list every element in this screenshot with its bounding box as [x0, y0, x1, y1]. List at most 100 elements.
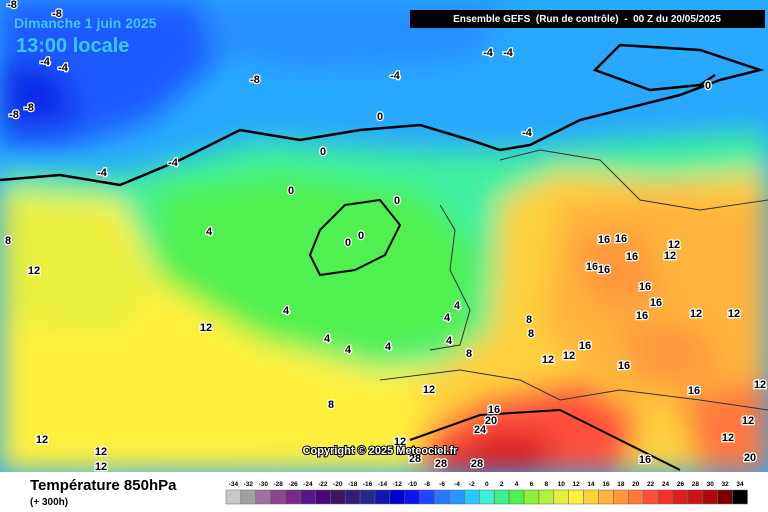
scale-swatch	[270, 489, 286, 505]
contour-label: 16	[688, 385, 700, 397]
scale-swatch	[359, 489, 376, 505]
contour-label: 0	[705, 80, 711, 92]
scale-swatch	[344, 489, 361, 505]
scale-label: 14	[587, 481, 595, 488]
contour-label: 12	[28, 265, 40, 277]
contour-label: 0	[394, 195, 400, 207]
scale-swatch	[449, 489, 465, 505]
contour-label: 28	[435, 458, 447, 470]
scale-swatch	[240, 489, 257, 505]
contour-label: -8	[7, 0, 17, 11]
scale-label: 18	[617, 481, 625, 488]
scale-swatch	[434, 489, 450, 505]
contour-label: 4	[345, 344, 352, 356]
contour-label: 16	[650, 297, 662, 309]
scale-label: -18	[348, 481, 358, 488]
contour-label: -4	[97, 167, 108, 179]
scale-swatch	[732, 489, 748, 505]
contour-label: -4	[40, 56, 51, 68]
scale-swatch	[568, 489, 584, 505]
scale-swatch	[583, 489, 599, 505]
model-box	[410, 10, 765, 28]
contour-label: 8	[526, 314, 532, 326]
contour-label: 8	[466, 348, 472, 360]
contour-label: 16	[639, 281, 651, 293]
contour-label: 20	[485, 415, 497, 427]
scale-label: -16	[363, 481, 373, 488]
scale-swatch	[493, 489, 510, 505]
scale-swatch	[523, 489, 540, 505]
copyright: Copyright © 2025 Meteociel.fr	[303, 445, 459, 457]
scale-swatch	[642, 489, 659, 505]
scale-label: 6	[530, 481, 534, 488]
contour-label: 16	[488, 404, 500, 416]
scale-label: 34	[736, 481, 744, 488]
contour-label: 24	[474, 424, 487, 436]
scale-label: 26	[677, 481, 685, 488]
contour-label: 20	[744, 452, 756, 464]
scale-swatch	[330, 489, 346, 505]
scale-swatch	[419, 489, 435, 505]
footer-title: Température 850hPa	[30, 477, 177, 494]
contour-label: 4	[385, 341, 392, 353]
contour-label: 0	[288, 185, 294, 197]
contour-label: 16	[639, 454, 651, 466]
contour-label: 4	[444, 312, 451, 324]
contour-label: 4	[454, 300, 461, 312]
contour-label: 12	[664, 250, 676, 262]
contour-label: -4	[483, 47, 494, 59]
scale-label: -22	[318, 481, 328, 488]
contour-label: -4	[503, 47, 514, 59]
scale-swatch	[657, 489, 674, 505]
contour-label: 0	[358, 230, 364, 242]
contour-label: 12	[563, 350, 575, 362]
scale-swatch	[628, 489, 644, 505]
scale-swatch	[479, 489, 495, 505]
contour-label: 12	[542, 354, 554, 366]
scale-label: -12	[393, 481, 403, 488]
contour-label: 12	[668, 239, 680, 251]
contour-label: 28	[409, 453, 421, 465]
color-scale: -34 -32 -30 -28 -26 -24 -22 -20 -18 -16 -14 -12 -10-…	[225, 481, 748, 505]
contour-label: -8	[24, 102, 34, 114]
scale-label: -30	[259, 481, 269, 488]
scale-label: -24	[303, 481, 313, 488]
scale-swatch	[389, 489, 406, 505]
contour-label: -8	[9, 109, 19, 121]
contour-label: 16	[626, 251, 638, 263]
scale-label: 30	[707, 481, 715, 488]
contour-label: 12	[200, 322, 212, 334]
contour-label: 16	[586, 261, 598, 273]
contour-label: 12	[728, 308, 740, 320]
contour-label: -8	[52, 8, 62, 20]
scale-label: 16	[602, 481, 610, 488]
contour-label: 4	[206, 226, 213, 238]
contour-label: -8	[250, 74, 260, 86]
time: 13:00 locale	[16, 35, 129, 57]
scale-swatch	[717, 489, 733, 505]
scale-label: -26	[288, 481, 298, 488]
contour-label: 12	[690, 308, 702, 320]
scale-swatch	[553, 489, 569, 505]
contour-label: 12	[36, 434, 48, 446]
contour-label: 16	[636, 310, 648, 322]
scale-label: 12	[573, 481, 581, 488]
model-info: Ensemble GEFS (Run de contrôle) - 00 Z d…	[453, 14, 721, 25]
scale-label: 0	[485, 481, 489, 488]
map	[0, 0, 768, 472]
scale-swatch	[300, 489, 316, 505]
contour-label: 4	[446, 335, 453, 347]
scale-swatch	[702, 489, 718, 505]
contour-label: -4	[58, 62, 69, 74]
scale-swatch	[315, 489, 331, 505]
scale-label: -8	[424, 481, 430, 488]
contour-label: 12	[742, 415, 754, 427]
scale-swatch	[374, 489, 391, 505]
contour-label: 12	[754, 379, 766, 391]
scale-swatch	[598, 489, 614, 505]
footer-subtitle: (+ 300h)	[30, 497, 68, 508]
scale-label: 8	[545, 481, 549, 488]
scale-label: 4	[515, 481, 519, 488]
contour-label: 16	[618, 360, 630, 372]
